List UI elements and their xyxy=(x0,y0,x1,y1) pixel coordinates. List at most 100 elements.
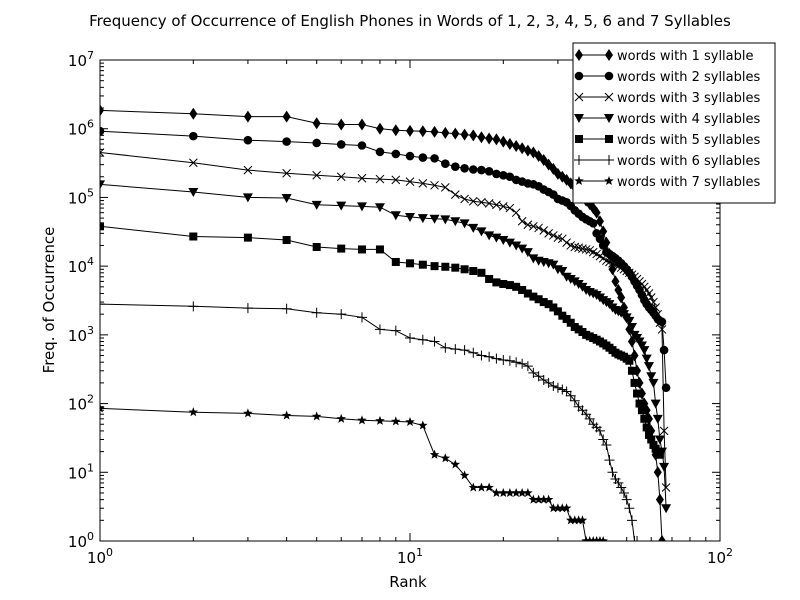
data-point xyxy=(243,110,252,123)
legend-box xyxy=(572,42,776,204)
data-point xyxy=(336,172,346,182)
data-point xyxy=(357,118,366,131)
data-point xyxy=(617,291,626,304)
data-point xyxy=(312,170,322,180)
data-point xyxy=(505,137,514,150)
data-point xyxy=(391,124,400,137)
data-point xyxy=(282,110,291,123)
data-point xyxy=(100,180,105,190)
data-point xyxy=(477,197,486,207)
data-point xyxy=(450,162,460,172)
data-point xyxy=(243,165,253,175)
data-point xyxy=(450,190,460,199)
data-point xyxy=(529,292,538,301)
legend-marker xyxy=(574,155,584,165)
data-point xyxy=(440,342,451,353)
data-point xyxy=(511,357,522,368)
data-point xyxy=(374,203,385,213)
data-point xyxy=(492,133,501,146)
tick-label: 105 xyxy=(68,186,94,207)
data-point xyxy=(570,515,580,525)
data-point xyxy=(661,383,671,393)
data-point xyxy=(498,355,509,366)
data-point xyxy=(627,366,636,375)
data-point xyxy=(639,346,650,356)
data-point xyxy=(518,285,527,294)
data-point xyxy=(357,141,367,150)
data-point xyxy=(659,426,669,436)
legend-entry: words with 3 syllables xyxy=(574,91,760,106)
data-point xyxy=(581,245,591,254)
data-point xyxy=(557,266,568,276)
data-point xyxy=(549,303,558,312)
data-point xyxy=(517,358,528,369)
data-point xyxy=(357,415,367,425)
data-point xyxy=(312,242,321,251)
data-point xyxy=(484,198,494,208)
data-point xyxy=(243,135,253,145)
data-point xyxy=(391,257,400,266)
data-point xyxy=(528,494,539,504)
data-point xyxy=(499,279,508,288)
data-point xyxy=(599,225,608,238)
data-point xyxy=(646,372,657,382)
data-point xyxy=(430,154,439,163)
data-point xyxy=(189,131,198,141)
data-point xyxy=(605,257,614,267)
data-point xyxy=(658,535,667,541)
data-point xyxy=(539,226,549,235)
data-point xyxy=(469,129,478,142)
data-point xyxy=(552,382,563,393)
data-point xyxy=(282,137,291,146)
data-point xyxy=(485,274,494,283)
data-point xyxy=(558,311,567,320)
data-point xyxy=(624,316,635,326)
data-point xyxy=(544,229,553,238)
data-point xyxy=(418,125,427,138)
tick-label: 107 xyxy=(68,49,94,70)
data-point xyxy=(484,482,494,492)
data-point xyxy=(337,118,346,131)
data-point xyxy=(659,345,669,355)
tick-label: 102 xyxy=(68,393,94,414)
data-point xyxy=(598,241,608,250)
data-point xyxy=(543,494,554,504)
data-point xyxy=(607,467,618,478)
data-point xyxy=(655,493,664,506)
data-point xyxy=(405,333,415,344)
data-point xyxy=(100,104,104,117)
data-point xyxy=(573,515,584,525)
data-point xyxy=(562,315,571,324)
data-point xyxy=(100,299,105,310)
data-point xyxy=(337,244,346,253)
series-3 xyxy=(100,148,671,492)
data-point xyxy=(517,244,528,254)
data-point xyxy=(468,347,479,358)
data-point xyxy=(375,174,385,184)
data-point xyxy=(505,487,515,498)
legend-marker xyxy=(605,135,613,143)
data-point xyxy=(588,219,598,228)
data-point xyxy=(357,173,367,183)
legend-marker xyxy=(574,176,584,186)
data-point xyxy=(629,536,640,541)
data-point xyxy=(618,487,629,498)
data-point xyxy=(484,167,494,176)
legend-entry: words with 2 syllables xyxy=(574,70,760,85)
data-point xyxy=(498,202,508,211)
data-point xyxy=(429,336,440,347)
data-point xyxy=(188,301,199,312)
series-6 xyxy=(100,299,643,541)
data-point xyxy=(356,202,367,212)
legend-entry: words with 6 syllables xyxy=(574,154,760,169)
data-point xyxy=(311,200,322,210)
data-point xyxy=(625,356,634,365)
series-line xyxy=(100,303,637,541)
data-point xyxy=(626,515,637,526)
data-point xyxy=(562,238,571,247)
data-point xyxy=(655,318,665,328)
data-point xyxy=(242,193,253,203)
legend-label: words with 3 syllables xyxy=(617,91,760,106)
data-point xyxy=(476,227,487,237)
data-point xyxy=(492,278,501,287)
